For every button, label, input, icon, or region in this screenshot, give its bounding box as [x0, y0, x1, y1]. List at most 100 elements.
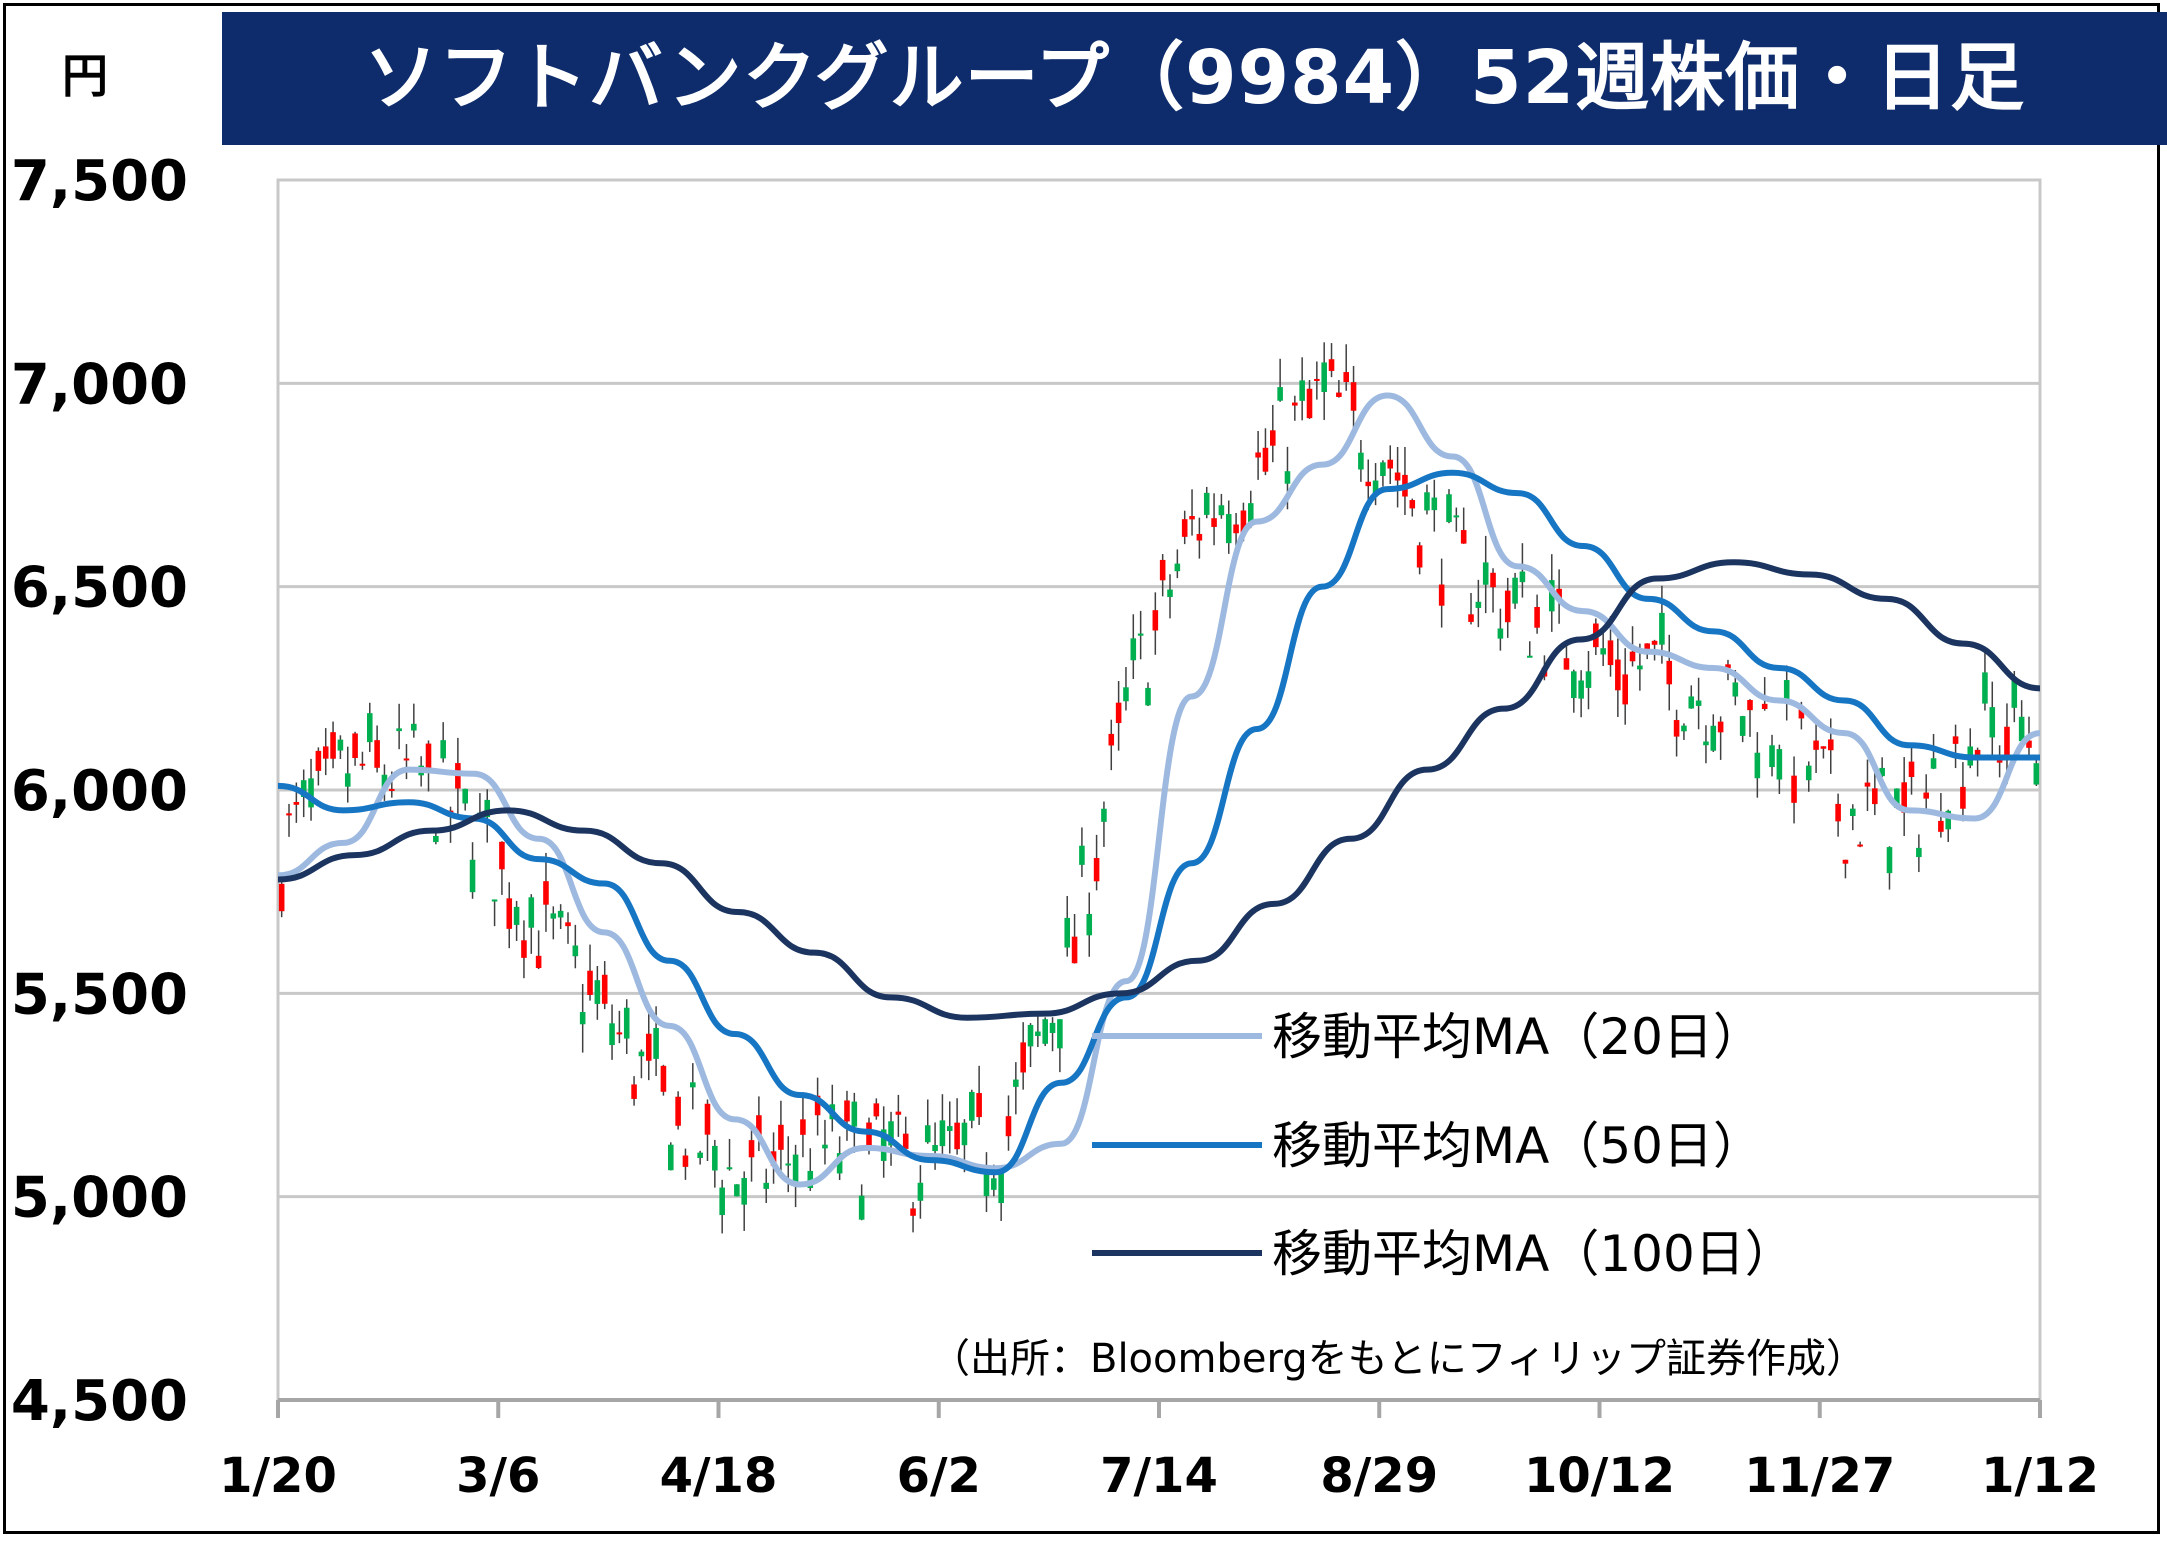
candle-down [1431, 497, 1438, 511]
candle-up [1306, 388, 1313, 419]
candle-down [1497, 628, 1504, 639]
candle-down [1372, 480, 1379, 494]
candle-up [2026, 740, 2032, 748]
candle-down [836, 1153, 843, 1174]
candle-down [932, 1144, 938, 1152]
candle-down [851, 1101, 858, 1127]
candle-up [1607, 640, 1614, 666]
candle-up [587, 970, 593, 995]
candle-down [1754, 752, 1761, 779]
candle-down [1203, 492, 1210, 515]
candle-up [286, 813, 292, 816]
candle-down [1380, 462, 1386, 477]
candle-down [1571, 671, 1577, 699]
candle-down [484, 799, 491, 818]
candle-up [1343, 372, 1350, 383]
candle-down [763, 1182, 770, 1189]
candle-up [1857, 844, 1863, 847]
candle-down [2033, 763, 2040, 785]
candle-down [462, 788, 469, 804]
ma-line-1 [277, 469, 2040, 1176]
candle-down [961, 1122, 968, 1146]
candle-up [756, 1115, 762, 1135]
candle-up [1365, 481, 1372, 487]
candle-up [1864, 782, 1871, 787]
candle-up [1615, 659, 1621, 691]
candle-down [1769, 745, 1775, 768]
candle-up [1240, 510, 1247, 533]
candle-down [469, 859, 476, 893]
candle-up [1350, 382, 1357, 411]
candle-up [1651, 640, 1658, 645]
candle-up [1262, 447, 1269, 472]
candle-up [1189, 516, 1195, 520]
candle-down [991, 1178, 997, 1190]
candle-down [557, 910, 564, 918]
candle-up [403, 758, 410, 761]
candle-down [1064, 917, 1071, 948]
y-tick-label: 7,000 [11, 352, 188, 417]
candle-down [1849, 808, 1856, 817]
candle-down [697, 1152, 703, 1159]
candle-down [1989, 707, 1996, 738]
candle-up [675, 1096, 681, 1126]
candle-down [396, 728, 402, 732]
candle-up [499, 841, 505, 870]
candle-down [1247, 503, 1254, 523]
candle-up [1416, 545, 1423, 568]
candle-down [513, 906, 520, 925]
candle-down [1886, 847, 1893, 874]
candle-down [1284, 471, 1291, 484]
candle-down [1659, 612, 1665, 645]
candle-down [1805, 765, 1812, 781]
candle-up [1071, 936, 1078, 964]
candle-down [1894, 788, 1900, 808]
candle-up [682, 1155, 689, 1167]
candle-up [1211, 518, 1217, 527]
candle-down [792, 1154, 799, 1182]
candle-down [433, 836, 439, 843]
candle-up [1115, 702, 1122, 724]
candle-down [880, 1129, 887, 1161]
candle-up [1563, 658, 1570, 670]
candle-up [1255, 452, 1261, 458]
candle-down [528, 897, 535, 928]
candle-down [822, 1144, 828, 1149]
x-tick-label: 8/29 [1320, 1448, 1438, 1504]
candle-down [638, 1051, 645, 1057]
candle-up [660, 1065, 667, 1092]
candle-down [1512, 577, 1518, 604]
candle-up [1747, 700, 1753, 711]
candle-down [726, 1167, 733, 1170]
candle-down [1739, 716, 1746, 736]
candle-up [1791, 775, 1797, 803]
candle-up [1490, 572, 1496, 588]
candle-up [1938, 820, 1944, 832]
candle-up [389, 788, 395, 792]
candle-up [359, 763, 366, 766]
candle-up [1460, 530, 1467, 544]
candle-down [366, 713, 373, 743]
candle-up [1314, 378, 1320, 381]
candle-down [1475, 601, 1482, 608]
candle-up [1622, 674, 1628, 705]
candle-up [910, 1208, 916, 1216]
y-tick-labels: 7,500 7,000 6,500 6,000 5,500 5,000 4,500 [11, 149, 188, 1434]
candle-down [1079, 845, 1085, 865]
candle-up [1534, 606, 1540, 628]
candle-down [1358, 452, 1364, 470]
candle-down [946, 1126, 953, 1131]
candle-up [1908, 761, 1915, 778]
candle-down [924, 1125, 931, 1143]
candle-up [954, 1122, 960, 1150]
candle-up [1666, 660, 1673, 685]
candle-up [1673, 720, 1680, 737]
candle-up [1108, 733, 1115, 746]
candle-up [374, 740, 380, 768]
candle-down [968, 1091, 975, 1121]
candle-up [1923, 792, 1929, 799]
candle-down [653, 1027, 659, 1059]
candle-up [645, 1033, 652, 1061]
candle-down [1277, 387, 1283, 401]
candle-up [543, 881, 549, 905]
